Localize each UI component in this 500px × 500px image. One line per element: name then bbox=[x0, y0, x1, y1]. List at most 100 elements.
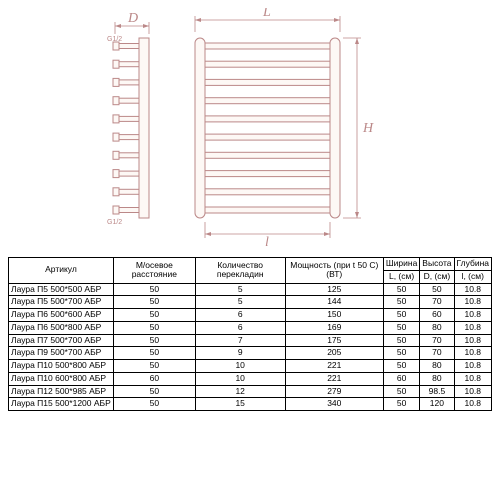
col-header: М/осевое расстояние bbox=[114, 258, 196, 284]
table-cell: Лаура П10 500*800 АБР bbox=[9, 360, 114, 373]
table-row: Лаура П6 500*800 АБР506169508010.8 bbox=[9, 321, 492, 334]
table-row: Лаура П10 600*800 АБР6010221608010.8 bbox=[9, 372, 492, 385]
col-header: Артикул bbox=[9, 258, 114, 284]
table-cell: 50 bbox=[114, 385, 196, 398]
table-row: Лаура П7 500*700 АБР507175507010.8 bbox=[9, 334, 492, 347]
table-cell: 80 bbox=[420, 360, 454, 373]
col-header: Количество перекладин bbox=[195, 258, 285, 284]
table-cell: Лаура П10 600*800 АБР bbox=[9, 372, 114, 385]
dim-h-label: H bbox=[362, 121, 374, 136]
table-cell: 125 bbox=[285, 283, 383, 296]
table-cell: Лаура П15 500*1200 АБР bbox=[9, 398, 114, 411]
table-cell: 70 bbox=[420, 347, 454, 360]
table-cell: 50 bbox=[383, 360, 419, 373]
table-row: Лаура П9 500*700 АБР509205507010.8 bbox=[9, 347, 492, 360]
g12-bottom: G1/2 bbox=[107, 219, 122, 226]
col-subheader: D, (см) bbox=[420, 270, 454, 283]
table-cell: 175 bbox=[285, 334, 383, 347]
table-cell: Лаура П5 500*700 АБР bbox=[9, 296, 114, 309]
table-cell: 50 bbox=[114, 347, 196, 360]
table-cell: Лаура П5 500*500 АБР bbox=[9, 283, 114, 296]
table-cell: 279 bbox=[285, 385, 383, 398]
table-cell: 5 bbox=[195, 283, 285, 296]
g12-top: G1/2 bbox=[107, 36, 122, 43]
table-cell: 10.8 bbox=[454, 334, 492, 347]
dim-l-label: L bbox=[262, 8, 271, 20]
table-cell: 221 bbox=[285, 372, 383, 385]
table-cell: 50 bbox=[383, 398, 419, 411]
table-cell: 50 bbox=[114, 398, 196, 411]
table-cell: Лаура П6 500*800 АБР bbox=[9, 321, 114, 334]
table-cell: 6 bbox=[195, 321, 285, 334]
table-cell: 50 bbox=[114, 334, 196, 347]
table-cell: 12 bbox=[195, 385, 285, 398]
table-cell: Лаура П6 500*600 АБР bbox=[9, 309, 114, 322]
table-cell: 50 bbox=[383, 385, 419, 398]
table-cell: 50 bbox=[114, 360, 196, 373]
table-row: Лаура П10 500*800 АБР5010221508010.8 bbox=[9, 360, 492, 373]
table-cell: Лаура П9 500*700 АБР bbox=[9, 347, 114, 360]
col-subheader: L, (см) bbox=[383, 270, 419, 283]
table-cell: 50 bbox=[114, 321, 196, 334]
table-cell: 144 bbox=[285, 296, 383, 309]
table-cell: 50 bbox=[383, 309, 419, 322]
table-cell: 15 bbox=[195, 398, 285, 411]
col-header: Высота bbox=[420, 258, 454, 271]
table-cell: 169 bbox=[285, 321, 383, 334]
table-cell: 50 bbox=[383, 321, 419, 334]
table-cell: 10.8 bbox=[454, 372, 492, 385]
table-row: Лаура П12 500*985 АБР50122795098.510.8 bbox=[9, 385, 492, 398]
table-cell: Лаура П12 500*985 АБР bbox=[9, 385, 114, 398]
table-cell: 50 bbox=[383, 334, 419, 347]
table-cell: 150 bbox=[285, 309, 383, 322]
table-cell: 50 bbox=[383, 283, 419, 296]
col-header: Мощность (при t 50 C) (ВТ) bbox=[285, 258, 383, 284]
table-cell: 60 bbox=[420, 309, 454, 322]
table-body: Лаура П5 500*500 АБР505125505010.8Лаура … bbox=[9, 283, 492, 411]
table-cell: 50 bbox=[114, 309, 196, 322]
table-cell: 80 bbox=[420, 321, 454, 334]
table-cell: 10.8 bbox=[454, 283, 492, 296]
table-cell: 70 bbox=[420, 296, 454, 309]
table-cell: 70 bbox=[420, 334, 454, 347]
table-cell: 60 bbox=[114, 372, 196, 385]
table-cell: 10.8 bbox=[454, 385, 492, 398]
spec-table: АртикулМ/осевое расстояниеКоличество пер… bbox=[8, 257, 492, 411]
table-cell: 9 bbox=[195, 347, 285, 360]
table-cell: 5 bbox=[195, 296, 285, 309]
table-cell: 221 bbox=[285, 360, 383, 373]
table-cell: 10.8 bbox=[454, 398, 492, 411]
col-header: Ширина bbox=[383, 258, 419, 271]
table-cell: 60 bbox=[383, 372, 419, 385]
table-row: Лаура П5 500*500 АБР505125505010.8 bbox=[9, 283, 492, 296]
table-cell: 10 bbox=[195, 360, 285, 373]
dim-lower-l-label: l bbox=[265, 235, 269, 250]
diagram-svg: D G1/2 G1/2 L H l bbox=[40, 8, 460, 253]
table-cell: 7 bbox=[195, 334, 285, 347]
col-subheader: l, (см) bbox=[454, 270, 492, 283]
table-cell: 50 bbox=[420, 283, 454, 296]
table-cell: 50 bbox=[114, 296, 196, 309]
table-cell: Лаура П7 500*700 АБР bbox=[9, 334, 114, 347]
col-header: Глубина bbox=[454, 258, 492, 271]
table-cell: 50 bbox=[383, 296, 419, 309]
table-cell: 50 bbox=[114, 283, 196, 296]
table-cell: 80 bbox=[420, 372, 454, 385]
table-cell: 205 bbox=[285, 347, 383, 360]
table-row: Лаура П5 500*700 АБР505144507010.8 bbox=[9, 296, 492, 309]
table-cell: 10.8 bbox=[454, 347, 492, 360]
table-cell: 120 bbox=[420, 398, 454, 411]
table-row: Лаура П6 500*600 АБР506150506010.8 bbox=[9, 309, 492, 322]
table-cell: 6 bbox=[195, 309, 285, 322]
dim-d-label: D bbox=[127, 11, 138, 26]
table-cell: 10 bbox=[195, 372, 285, 385]
technical-diagram: D G1/2 G1/2 L H l bbox=[8, 8, 492, 253]
table-cell: 10.8 bbox=[454, 360, 492, 373]
table-cell: 10.8 bbox=[454, 309, 492, 322]
table-row: Лаура П15 500*1200 АБР50153405012010.8 bbox=[9, 398, 492, 411]
table-cell: 98.5 bbox=[420, 385, 454, 398]
table-cell: 10.8 bbox=[454, 321, 492, 334]
table-cell: 10.8 bbox=[454, 296, 492, 309]
table-cell: 340 bbox=[285, 398, 383, 411]
table-cell: 50 bbox=[383, 347, 419, 360]
